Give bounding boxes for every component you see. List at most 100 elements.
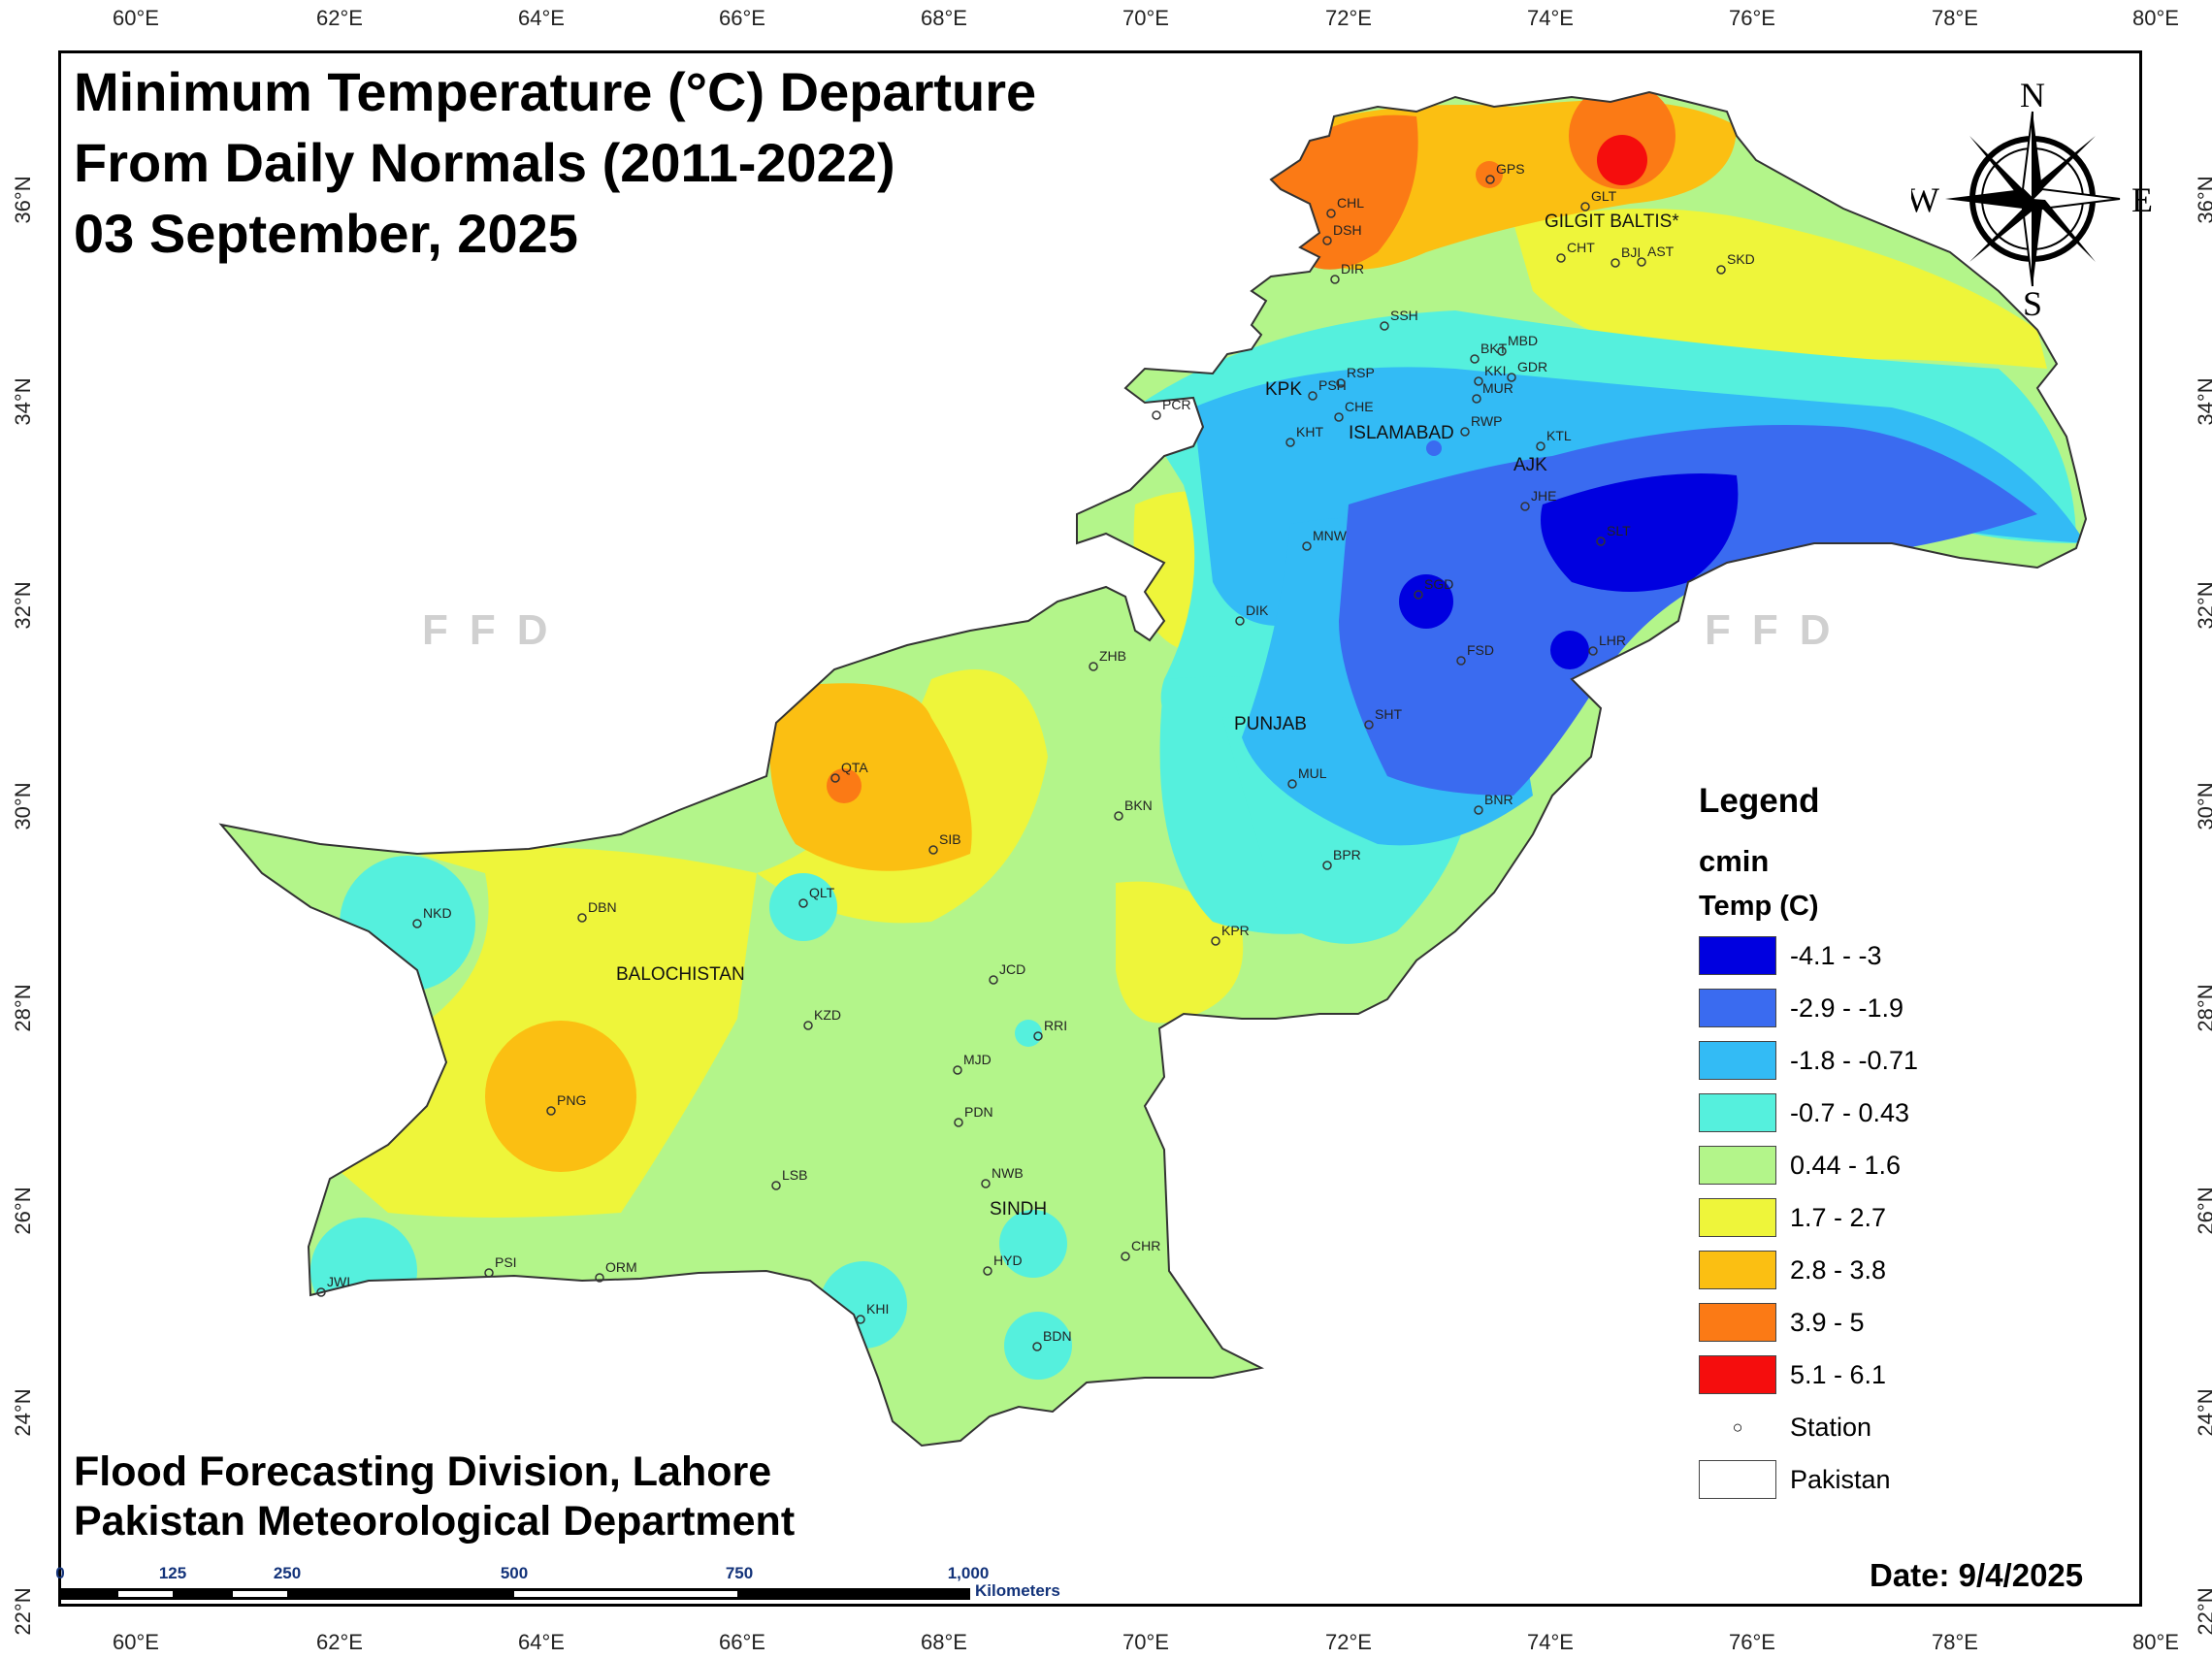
latitude-tick-right: 32°N [2194, 581, 2212, 630]
station-label: BPR [1333, 847, 1361, 862]
legend-class-row: 1.7 - 2.7 [1699, 1191, 1970, 1244]
longitude-tick-bot: 68°E [921, 1630, 967, 1654]
scale-label: 750 [725, 1564, 754, 1582]
station-label: ZHB [1099, 648, 1126, 664]
station-label: KHI [866, 1301, 889, 1317]
title-line-3: 03 September, 2025 [74, 203, 578, 264]
station-marker [1497, 346, 1507, 356]
station-label: MUR [1482, 380, 1513, 396]
station-label: NKD [423, 905, 452, 921]
latitude-tick-right: 24°N [2194, 1388, 2212, 1437]
legend-boundary: Pakistan [1699, 1453, 1970, 1506]
station-label: BNR [1484, 792, 1513, 807]
station-marker [1556, 253, 1566, 263]
station-marker [798, 898, 808, 908]
legend-class-label: 2.8 - 3.8 [1790, 1254, 1887, 1285]
latitude-tick-left: 24°N [11, 1388, 35, 1437]
station-label: FSD [1467, 642, 1494, 658]
station-marker [1089, 662, 1098, 671]
scale-label: 500 [500, 1564, 529, 1582]
station-label: JHE [1531, 488, 1556, 504]
station-marker [1334, 412, 1344, 422]
station-marker [771, 1181, 781, 1190]
station-marker [1456, 656, 1466, 666]
station-label: PSI [495, 1254, 517, 1270]
longitude-tick-top: 66°E [719, 6, 765, 30]
station-label: SGD [1424, 576, 1453, 592]
longitude-tick-bot: 72°E [1325, 1630, 1372, 1654]
station-label: GPS [1496, 161, 1525, 177]
longitude-tick-bot: 76°E [1729, 1630, 1775, 1654]
legend-swatch [1699, 989, 1776, 1027]
zone-teal-nokkundi [340, 856, 475, 992]
longitude-tick-bot: 78°E [1932, 1630, 1978, 1654]
station-marker [830, 773, 840, 783]
station-label: MBD [1508, 333, 1538, 348]
compass-e: E [2131, 180, 2153, 219]
station-label: RSP [1347, 365, 1375, 380]
legend-class-row: 2.8 - 3.8 [1699, 1244, 1970, 1296]
station-label: LSB [782, 1167, 807, 1183]
latitude-tick-left: 28°N [11, 984, 35, 1032]
station-label: QLT [809, 885, 835, 900]
legend-class-row: -0.7 - 0.43 [1699, 1087, 1970, 1139]
station-marker [546, 1106, 556, 1116]
station-marker [1507, 373, 1516, 382]
zone-teal-rri [1015, 1020, 1042, 1047]
longitude-tick-top: 62°E [316, 6, 363, 30]
station-label: BDN [1043, 1328, 1072, 1344]
station-marker [1637, 257, 1646, 267]
legend-class-row: -1.8 - -0.71 [1699, 1034, 1970, 1087]
station-label: QTA [841, 760, 868, 775]
scale-label: 1,000 [947, 1564, 990, 1582]
scale-label: 0 [55, 1564, 65, 1582]
station-marker [1470, 354, 1480, 364]
station-label: BJI [1621, 244, 1641, 260]
latitude-tick-left: 36°N [11, 176, 35, 224]
station-label: MUL [1298, 765, 1327, 781]
station-marker [983, 1266, 992, 1276]
latitude-tick-right: 36°N [2194, 176, 2212, 224]
legend-class-row: 3.9 - 5 [1699, 1296, 1970, 1349]
station-marker [1414, 590, 1423, 600]
station-marker [1596, 537, 1606, 546]
zone-navy-sargodha [1399, 574, 1453, 629]
station-label: AST [1647, 244, 1675, 259]
latitude-tick-right: 34°N [2194, 377, 2212, 426]
scale-unit: Kilometers [975, 1581, 1060, 1600]
station-label: CHL [1337, 195, 1364, 211]
credits: Flood Forecasting Division, Lahore Pakis… [74, 1448, 795, 1546]
boundary-swatch [1699, 1460, 1776, 1499]
station-label: SLT [1607, 523, 1631, 538]
station-marker [954, 1118, 963, 1127]
legend-class-row: 5.1 - 6.1 [1699, 1349, 1970, 1401]
legend-swatch [1699, 1146, 1776, 1185]
latitude-tick-left: 26°N [11, 1187, 35, 1235]
longitude-tick-top: 70°E [1122, 6, 1169, 30]
longitude-tick-top: 64°E [518, 6, 565, 30]
legend-swatch [1699, 1198, 1776, 1237]
zone-teal-jiwani [310, 1218, 417, 1324]
station-marker [803, 1021, 813, 1030]
station-marker [1336, 378, 1346, 388]
station-marker [1032, 1342, 1042, 1351]
zone-amber-quetta [769, 683, 972, 871]
longitude-tick-top: 76°E [1729, 6, 1775, 30]
zone-yellow-north [1513, 209, 2047, 369]
legend-class-label: 5.1 - 6.1 [1790, 1359, 1887, 1389]
legend-class-row: -2.9 - -1.9 [1699, 982, 1970, 1034]
station-label: SHT [1375, 706, 1402, 722]
station-marker [1536, 441, 1545, 451]
credit-line-2: Pakistan Meteorological Department [74, 1498, 796, 1545]
zone-orange-gps [1476, 161, 1503, 188]
station-marker [1285, 438, 1295, 447]
latitude-tick-right: 30°N [2194, 782, 2212, 830]
legend-class-label: -1.8 - -0.71 [1790, 1045, 1919, 1075]
latitude-tick-left: 22°N [11, 1587, 35, 1636]
station-label: DIK [1246, 602, 1269, 618]
zone-navy-lhr [1550, 631, 1589, 669]
station-marker [1364, 720, 1374, 730]
latitude-tick-left: 34°N [11, 377, 35, 426]
